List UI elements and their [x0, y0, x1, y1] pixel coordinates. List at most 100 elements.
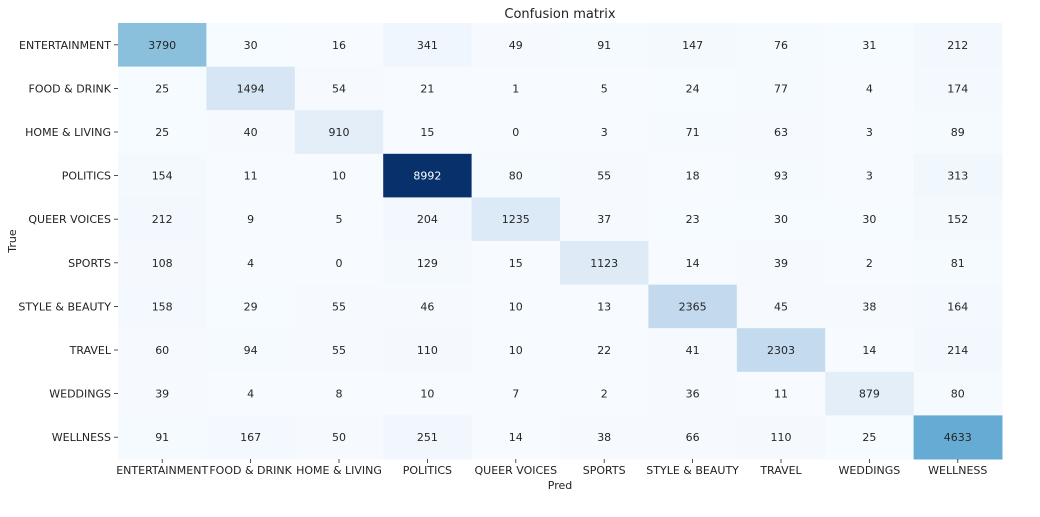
- heatmap-cell: [825, 371, 915, 416]
- cell-value-label: 40: [244, 126, 258, 139]
- heatmap-cell: [825, 328, 915, 373]
- heatmap-cell: [206, 66, 296, 111]
- heatmap-cell: [648, 415, 738, 460]
- x-tick-label: WELLNESS: [928, 464, 987, 477]
- heatmap-cell: [471, 371, 561, 416]
- heatmap-cell: [206, 110, 296, 155]
- heatmap-cell: [560, 284, 649, 329]
- heatmap-cell: [560, 197, 649, 242]
- heatmap-cell: [294, 284, 384, 329]
- cell-value-label: 14: [509, 431, 523, 444]
- cell-value-label: 93: [774, 170, 788, 183]
- heatmap-cell: [825, 284, 915, 329]
- heatmap-cell: [294, 66, 384, 111]
- heatmap-cell: [736, 23, 826, 68]
- heatmap-cell: [736, 110, 826, 155]
- cell-value-label: 204: [417, 213, 438, 226]
- cell-value-label: 31: [862, 39, 876, 52]
- cell-value-label: 2365: [679, 300, 707, 313]
- cell-value-label: 13: [597, 300, 611, 313]
- cell-value-label: 77: [774, 82, 788, 95]
- heatmap-cell: [383, 415, 473, 460]
- heatmap-cell: [913, 66, 1003, 111]
- cell-value-label: 24: [686, 82, 700, 95]
- cell-value-label: 110: [417, 344, 438, 357]
- cell-value-label: 91: [155, 431, 169, 444]
- y-tick-label: WEDDINGS: [49, 388, 111, 401]
- cell-value-label: 76: [774, 39, 788, 52]
- heatmap-cell: [560, 371, 649, 416]
- cell-value-label: 5: [336, 213, 343, 226]
- y-tick-label: HOME & LIVING: [25, 126, 111, 139]
- heatmap-cell: [648, 66, 738, 111]
- cell-value-label: 212: [152, 213, 173, 226]
- cell-value-label: 11: [244, 170, 258, 183]
- heatmap-cell: [736, 66, 826, 111]
- cell-value-label: 81: [951, 257, 965, 270]
- cell-value-label: 23: [686, 213, 700, 226]
- cell-value-label: 0: [512, 126, 519, 139]
- cell-value-label: 29: [244, 300, 258, 313]
- heatmap-cell: [736, 284, 826, 329]
- cell-value-label: 1494: [237, 82, 265, 95]
- x-tick-label: SPORTS: [583, 464, 626, 477]
- cell-value-label: 55: [332, 300, 346, 313]
- heatmap-cell: [648, 197, 738, 242]
- heatmap-cell: [736, 415, 826, 460]
- heatmap-cell: [206, 241, 296, 286]
- cell-value-label: 30: [774, 213, 788, 226]
- cell-value-label: 60: [155, 344, 169, 357]
- heatmap-cell: [471, 110, 561, 155]
- cell-value-label: 25: [155, 82, 169, 95]
- heatmap-cell: [913, 241, 1003, 286]
- cell-value-label: 3: [866, 170, 873, 183]
- cell-value-label: 8992: [413, 170, 441, 183]
- cell-value-label: 1235: [502, 213, 530, 226]
- heatmap-cell: [471, 153, 561, 198]
- cell-value-label: 152: [947, 213, 968, 226]
- x-axis-label: Pred: [548, 479, 572, 492]
- heatmap-cell: [383, 241, 473, 286]
- x-tick-label: POLITICS: [403, 464, 452, 477]
- x-tick-label: HOME & LIVING: [296, 464, 382, 477]
- cell-value-label: 94: [244, 344, 258, 357]
- heatmap-cell: [383, 153, 473, 198]
- cell-value-label: 21: [420, 82, 434, 95]
- heatmap-cell: [383, 23, 473, 68]
- heatmap-cell: [294, 371, 384, 416]
- cell-value-label: 110: [771, 431, 792, 444]
- cell-value-label: 341: [417, 39, 438, 52]
- heatmap-cell: [560, 328, 649, 373]
- cell-value-label: 4633: [944, 431, 972, 444]
- cell-value-label: 71: [686, 126, 700, 139]
- heatmap-cell: [294, 197, 384, 242]
- cell-value-label: 251: [417, 431, 438, 444]
- cell-value-label: 15: [509, 257, 523, 270]
- heatmap-cell: [206, 153, 296, 198]
- cell-value-label: 80: [509, 170, 523, 183]
- heatmap-cell: [206, 284, 296, 329]
- heatmap-cell: [294, 241, 384, 286]
- y-axis-ticks: ENTERTAINMENT FOOD & DRINK HOME & LIVING PO…: [18, 39, 118, 444]
- cell-value-label: 39: [774, 257, 788, 270]
- heatmap-cell: [118, 284, 207, 329]
- cell-value-label: 50: [332, 431, 346, 444]
- cell-value-label: 10: [332, 170, 346, 183]
- heatmap-cell: [560, 241, 649, 286]
- cell-value-label: 11: [774, 388, 788, 401]
- heatmap-cell: [206, 197, 296, 242]
- cell-value-label: 4: [247, 257, 254, 270]
- heatmap-cell: [560, 66, 649, 111]
- cell-value-label: 38: [862, 300, 876, 313]
- cell-value-label: 9: [247, 213, 254, 226]
- heatmap-cell: [294, 23, 384, 68]
- heatmap-cell: [825, 241, 915, 286]
- y-tick-label: TRAVEL: [69, 344, 112, 357]
- heatmap-cell: [648, 153, 738, 198]
- cell-value-label: 154: [152, 170, 173, 183]
- cell-value-label: 129: [417, 257, 438, 270]
- heatmap-cell: [913, 197, 1003, 242]
- cell-value-label: 212: [947, 39, 968, 52]
- cell-value-label: 15: [420, 126, 434, 139]
- cell-value-label: 5: [601, 82, 608, 95]
